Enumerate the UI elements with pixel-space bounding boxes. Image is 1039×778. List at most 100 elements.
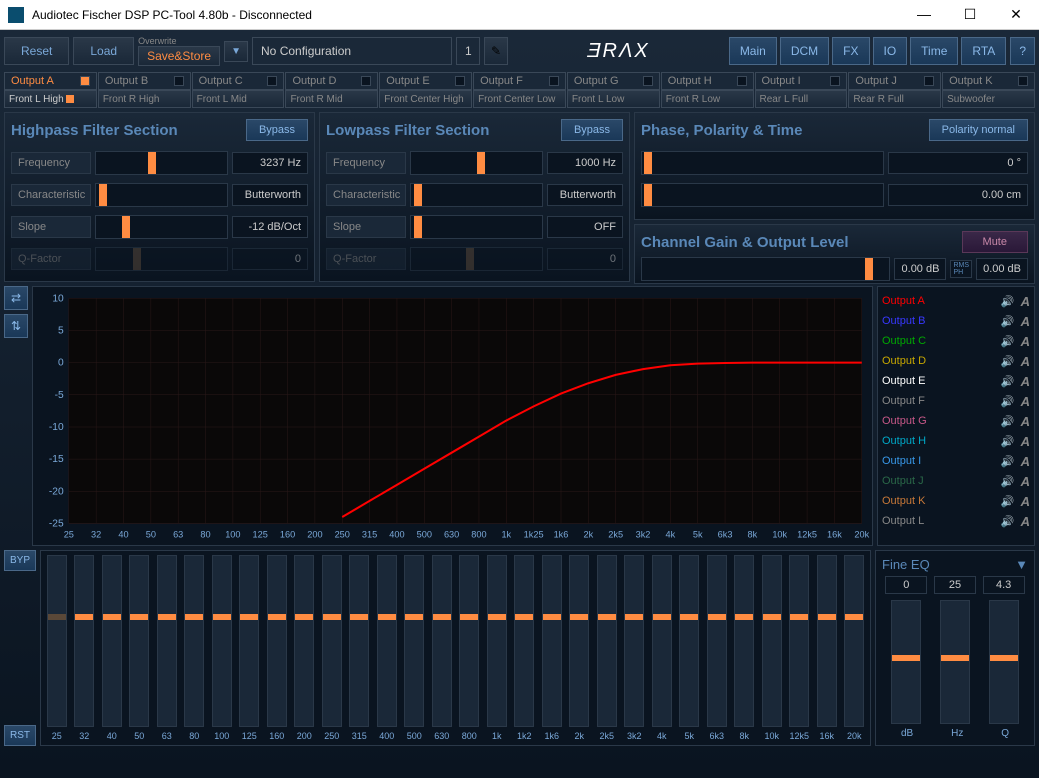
eq-band-160[interactable]: 160 bbox=[263, 555, 291, 743]
channel-tab-8[interactable]: Rear L Full bbox=[755, 90, 848, 108]
fine-eq-slider-db[interactable] bbox=[891, 600, 921, 724]
graph-swap-v-icon[interactable]: ⇅ bbox=[4, 314, 28, 338]
output-tab-j[interactable]: Output J bbox=[848, 72, 941, 90]
output-tab-i[interactable]: Output I bbox=[755, 72, 848, 90]
load-button[interactable]: Load bbox=[73, 37, 134, 65]
tab-fx[interactable]: FX bbox=[832, 37, 869, 65]
eq-band-12k5[interactable]: 12k5 bbox=[786, 555, 814, 743]
eq-band-20k[interactable]: 20k bbox=[841, 555, 869, 743]
channel-tab-5[interactable]: Front Center Low bbox=[473, 90, 566, 108]
legend-item[interactable]: Output J🔊A bbox=[882, 471, 1030, 491]
legend-item[interactable]: Output D🔊A bbox=[882, 351, 1030, 371]
eq-band-100[interactable]: 100 bbox=[208, 555, 236, 743]
channel-tab-6[interactable]: Front L Low bbox=[567, 90, 660, 108]
help-button[interactable]: ? bbox=[1010, 37, 1035, 65]
legend-item[interactable]: Output L🔊A bbox=[882, 511, 1030, 531]
hp-freq-slider[interactable] bbox=[95, 151, 228, 175]
minimize-button[interactable]: — bbox=[909, 6, 939, 23]
hp-slope-slider[interactable] bbox=[95, 215, 228, 239]
output-tab-a[interactable]: Output A bbox=[4, 72, 97, 90]
eq-band-63[interactable]: 63 bbox=[153, 555, 181, 743]
channel-tab-0[interactable]: Front L High bbox=[4, 90, 97, 108]
legend-item[interactable]: Output A🔊A bbox=[882, 291, 1030, 311]
lp-char-slider[interactable] bbox=[410, 183, 543, 207]
eq-band-630[interactable]: 630 bbox=[428, 555, 456, 743]
eq-band-25[interactable]: 25 bbox=[43, 555, 71, 743]
channel-tab-10[interactable]: Subwoofer bbox=[942, 90, 1035, 108]
eq-band-6k3[interactable]: 6k3 bbox=[703, 555, 731, 743]
tab-time[interactable]: Time bbox=[910, 37, 958, 65]
output-tab-h[interactable]: Output H bbox=[661, 72, 754, 90]
output-tab-c[interactable]: Output C bbox=[192, 72, 285, 90]
legend-item[interactable]: Output G🔊A bbox=[882, 411, 1030, 431]
save-store-button[interactable]: Save&Store bbox=[138, 46, 220, 66]
hp-char-slider[interactable] bbox=[95, 183, 228, 207]
legend-item[interactable]: Output C🔊A bbox=[882, 331, 1030, 351]
legend-item[interactable]: Output F🔊A bbox=[882, 391, 1030, 411]
tab-main[interactable]: Main bbox=[729, 37, 777, 65]
eq-band-800[interactable]: 800 bbox=[456, 555, 484, 743]
eq-band-80[interactable]: 80 bbox=[181, 555, 209, 743]
eq-band-200[interactable]: 200 bbox=[291, 555, 319, 743]
eq-band-50[interactable]: 50 bbox=[126, 555, 154, 743]
fine-eq-slider-hz[interactable] bbox=[940, 600, 970, 724]
channel-tab-1[interactable]: Front R High bbox=[98, 90, 191, 108]
lp-freq-slider[interactable] bbox=[410, 151, 543, 175]
lowpass-bypass-button[interactable]: Bypass bbox=[561, 119, 623, 141]
tab-dcm[interactable]: DCM bbox=[780, 37, 829, 65]
output-tab-e[interactable]: Output E bbox=[379, 72, 472, 90]
eq-band-5k[interactable]: 5k bbox=[676, 555, 704, 743]
eq-band-32[interactable]: 32 bbox=[71, 555, 99, 743]
eq-band-400[interactable]: 400 bbox=[373, 555, 401, 743]
output-tab-k[interactable]: Output K bbox=[942, 72, 1035, 90]
eq-band-250[interactable]: 250 bbox=[318, 555, 346, 743]
channel-tab-2[interactable]: Front L Mid bbox=[192, 90, 285, 108]
eq-band-4k[interactable]: 4k bbox=[648, 555, 676, 743]
eq-band-3k2[interactable]: 3k2 bbox=[621, 555, 649, 743]
maximize-button[interactable]: ☐ bbox=[955, 6, 985, 23]
config-number[interactable]: 1 bbox=[456, 37, 480, 65]
eq-bypass-button[interactable]: BYP bbox=[4, 550, 36, 571]
output-tab-b[interactable]: Output B bbox=[98, 72, 191, 90]
phase-degree-slider[interactable] bbox=[641, 151, 884, 175]
eq-band-16k[interactable]: 16k bbox=[813, 555, 841, 743]
eq-band-40[interactable]: 40 bbox=[98, 555, 126, 743]
legend-item[interactable]: Output H🔊A bbox=[882, 431, 1030, 451]
lp-slope-slider[interactable] bbox=[410, 215, 543, 239]
eq-band-1k6[interactable]: 1k6 bbox=[538, 555, 566, 743]
edit-config-icon[interactable]: ✎ bbox=[484, 37, 508, 65]
eq-band-10k[interactable]: 10k bbox=[758, 555, 786, 743]
fine-eq-collapse-icon[interactable]: ▼ bbox=[1015, 557, 1028, 572]
config-dropdown[interactable]: No Configuration bbox=[252, 37, 452, 65]
legend-item[interactable]: Output I🔊A bbox=[882, 451, 1030, 471]
graph-swap-h-icon[interactable]: ⇄ bbox=[4, 286, 28, 310]
output-tab-f[interactable]: Output F bbox=[473, 72, 566, 90]
fine-eq-slider-q[interactable] bbox=[989, 600, 1019, 724]
channel-tab-3[interactable]: Front R Mid bbox=[285, 90, 378, 108]
eq-band-8k[interactable]: 8k bbox=[731, 555, 759, 743]
mute-button[interactable]: Mute bbox=[962, 231, 1028, 253]
frequency-response-graph[interactable]: 1050-5-10-15-20-252532405063801001251602… bbox=[32, 286, 873, 546]
tab-io[interactable]: IO bbox=[873, 37, 908, 65]
channel-tab-4[interactable]: Front Center High bbox=[379, 90, 472, 108]
eq-band-125[interactable]: 125 bbox=[236, 555, 264, 743]
close-button[interactable]: ✕ bbox=[1001, 6, 1031, 23]
eq-band-2k[interactable]: 2k bbox=[566, 555, 594, 743]
polarity-button[interactable]: Polarity normal bbox=[929, 119, 1028, 141]
save-dropdown-icon[interactable]: ▼ bbox=[224, 41, 248, 62]
output-tab-d[interactable]: Output D bbox=[285, 72, 378, 90]
tab-rta[interactable]: RTA bbox=[961, 37, 1006, 65]
legend-item[interactable]: Output B🔊A bbox=[882, 311, 1030, 331]
highpass-bypass-button[interactable]: Bypass bbox=[246, 119, 308, 141]
eq-band-1k[interactable]: 1k bbox=[483, 555, 511, 743]
channel-tab-7[interactable]: Front R Low bbox=[661, 90, 754, 108]
legend-item[interactable]: Output K🔊A bbox=[882, 491, 1030, 511]
phase-distance-slider[interactable] bbox=[641, 183, 884, 207]
legend-item[interactable]: Output E🔊A bbox=[882, 371, 1030, 391]
eq-band-500[interactable]: 500 bbox=[401, 555, 429, 743]
gain-slider[interactable] bbox=[641, 257, 890, 281]
channel-tab-9[interactable]: Rear R Full bbox=[848, 90, 941, 108]
reset-button[interactable]: Reset bbox=[4, 37, 69, 65]
eq-reset-button[interactable]: RST bbox=[4, 725, 36, 746]
eq-band-315[interactable]: 315 bbox=[346, 555, 374, 743]
